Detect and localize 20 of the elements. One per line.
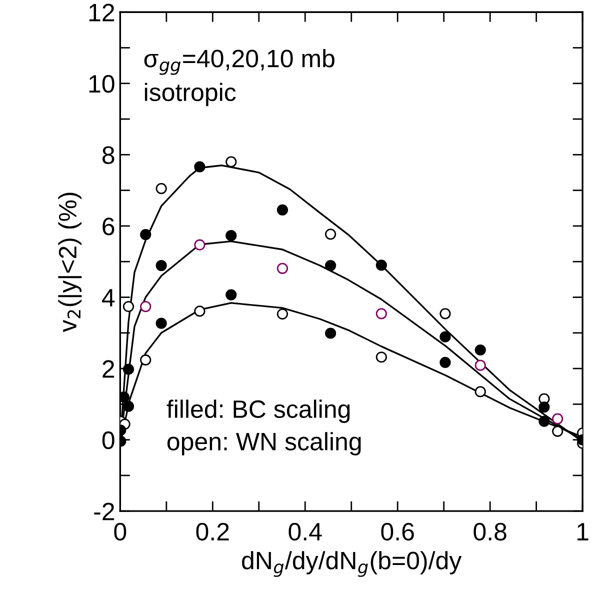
y-tick-label: 12 [89, 4, 114, 22]
x-tick-label: 0.8 [474, 522, 506, 541]
y-axis-title: v$_{2}$(|y|<2) (%) [58, 192, 82, 332]
y-tick-label: 0 [102, 431, 114, 450]
x-tick-label: 0 [114, 522, 126, 541]
x-tick-label: 0.4 [288, 522, 322, 541]
y-tick-label: 6 [102, 218, 114, 236]
annotation: open: WN scaling [167, 432, 361, 456]
y-tick-label: -2 [94, 502, 114, 520]
x-axis-title: dN$_{g}$/dy/dN$_{g}$(b=0)/dy [242, 551, 462, 577]
y-tick-label: 10 [89, 75, 114, 93]
x-tick-label: 0.2 [196, 522, 229, 541]
y-tick-label: 8 [102, 146, 114, 164]
annotation: σ$_{gg}$=40,20,10 mb [144, 49, 334, 75]
annotation: isotropic [144, 82, 236, 106]
y-tick-label: 4 [102, 289, 115, 306]
annotation: filled: BC scaling [166, 400, 350, 423]
x-tick-label: 0.6 [381, 522, 414, 541]
y-tick-label: 2 [102, 360, 114, 378]
x-tick-label: 1 [578, 523, 588, 540]
